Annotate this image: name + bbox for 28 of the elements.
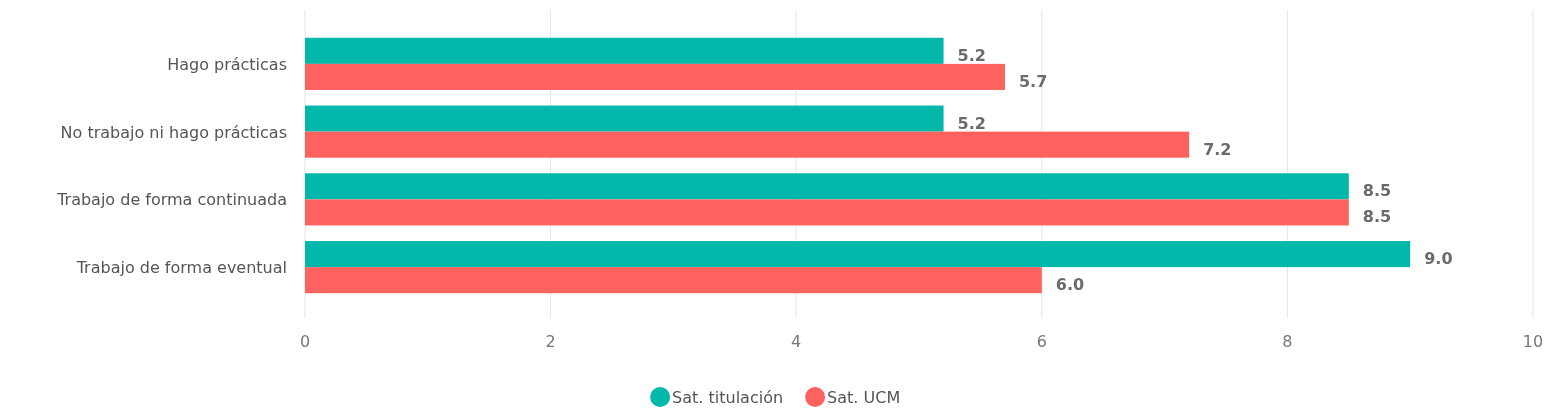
data-label: 8.5 (1362, 181, 1392, 201)
y-tick-label: No trabajo ni hago prácticas (60, 122, 287, 142)
legend-label: Sat. UCM (827, 388, 901, 407)
legend-label: Sat. titulación (672, 388, 784, 407)
x-tick-label: 4 (791, 332, 802, 351)
x-tick-label: 8 (1282, 332, 1293, 351)
data-label: 9.0 (1424, 249, 1453, 269)
data-label: 7.2 (1203, 139, 1232, 159)
x-tick-label: 10 (1522, 332, 1544, 351)
bar (305, 63, 1005, 90)
bar (305, 105, 944, 132)
data-label: 5.7 (1018, 71, 1048, 91)
x-tick-label: 2 (545, 332, 556, 351)
x-tick-label: 0 (299, 332, 311, 351)
data-label: 6.0 (1055, 275, 1085, 295)
bar (305, 37, 944, 64)
data-label: 5.2 (957, 113, 986, 133)
data-label: 5.2 (957, 45, 986, 65)
y-tick-label: Hago prácticas (167, 54, 287, 74)
bar (305, 267, 1042, 294)
bar (305, 199, 1349, 226)
data-label: 8.5 (1362, 207, 1392, 227)
y-tick-label: Trabajo de forma eventual (75, 258, 287, 278)
bar (305, 241, 1411, 268)
bar (305, 131, 1190, 158)
bar (305, 173, 1349, 200)
x-tick-label: 6 (1036, 332, 1047, 351)
y-tick-label: Trabajo de forma continuada (56, 190, 287, 210)
